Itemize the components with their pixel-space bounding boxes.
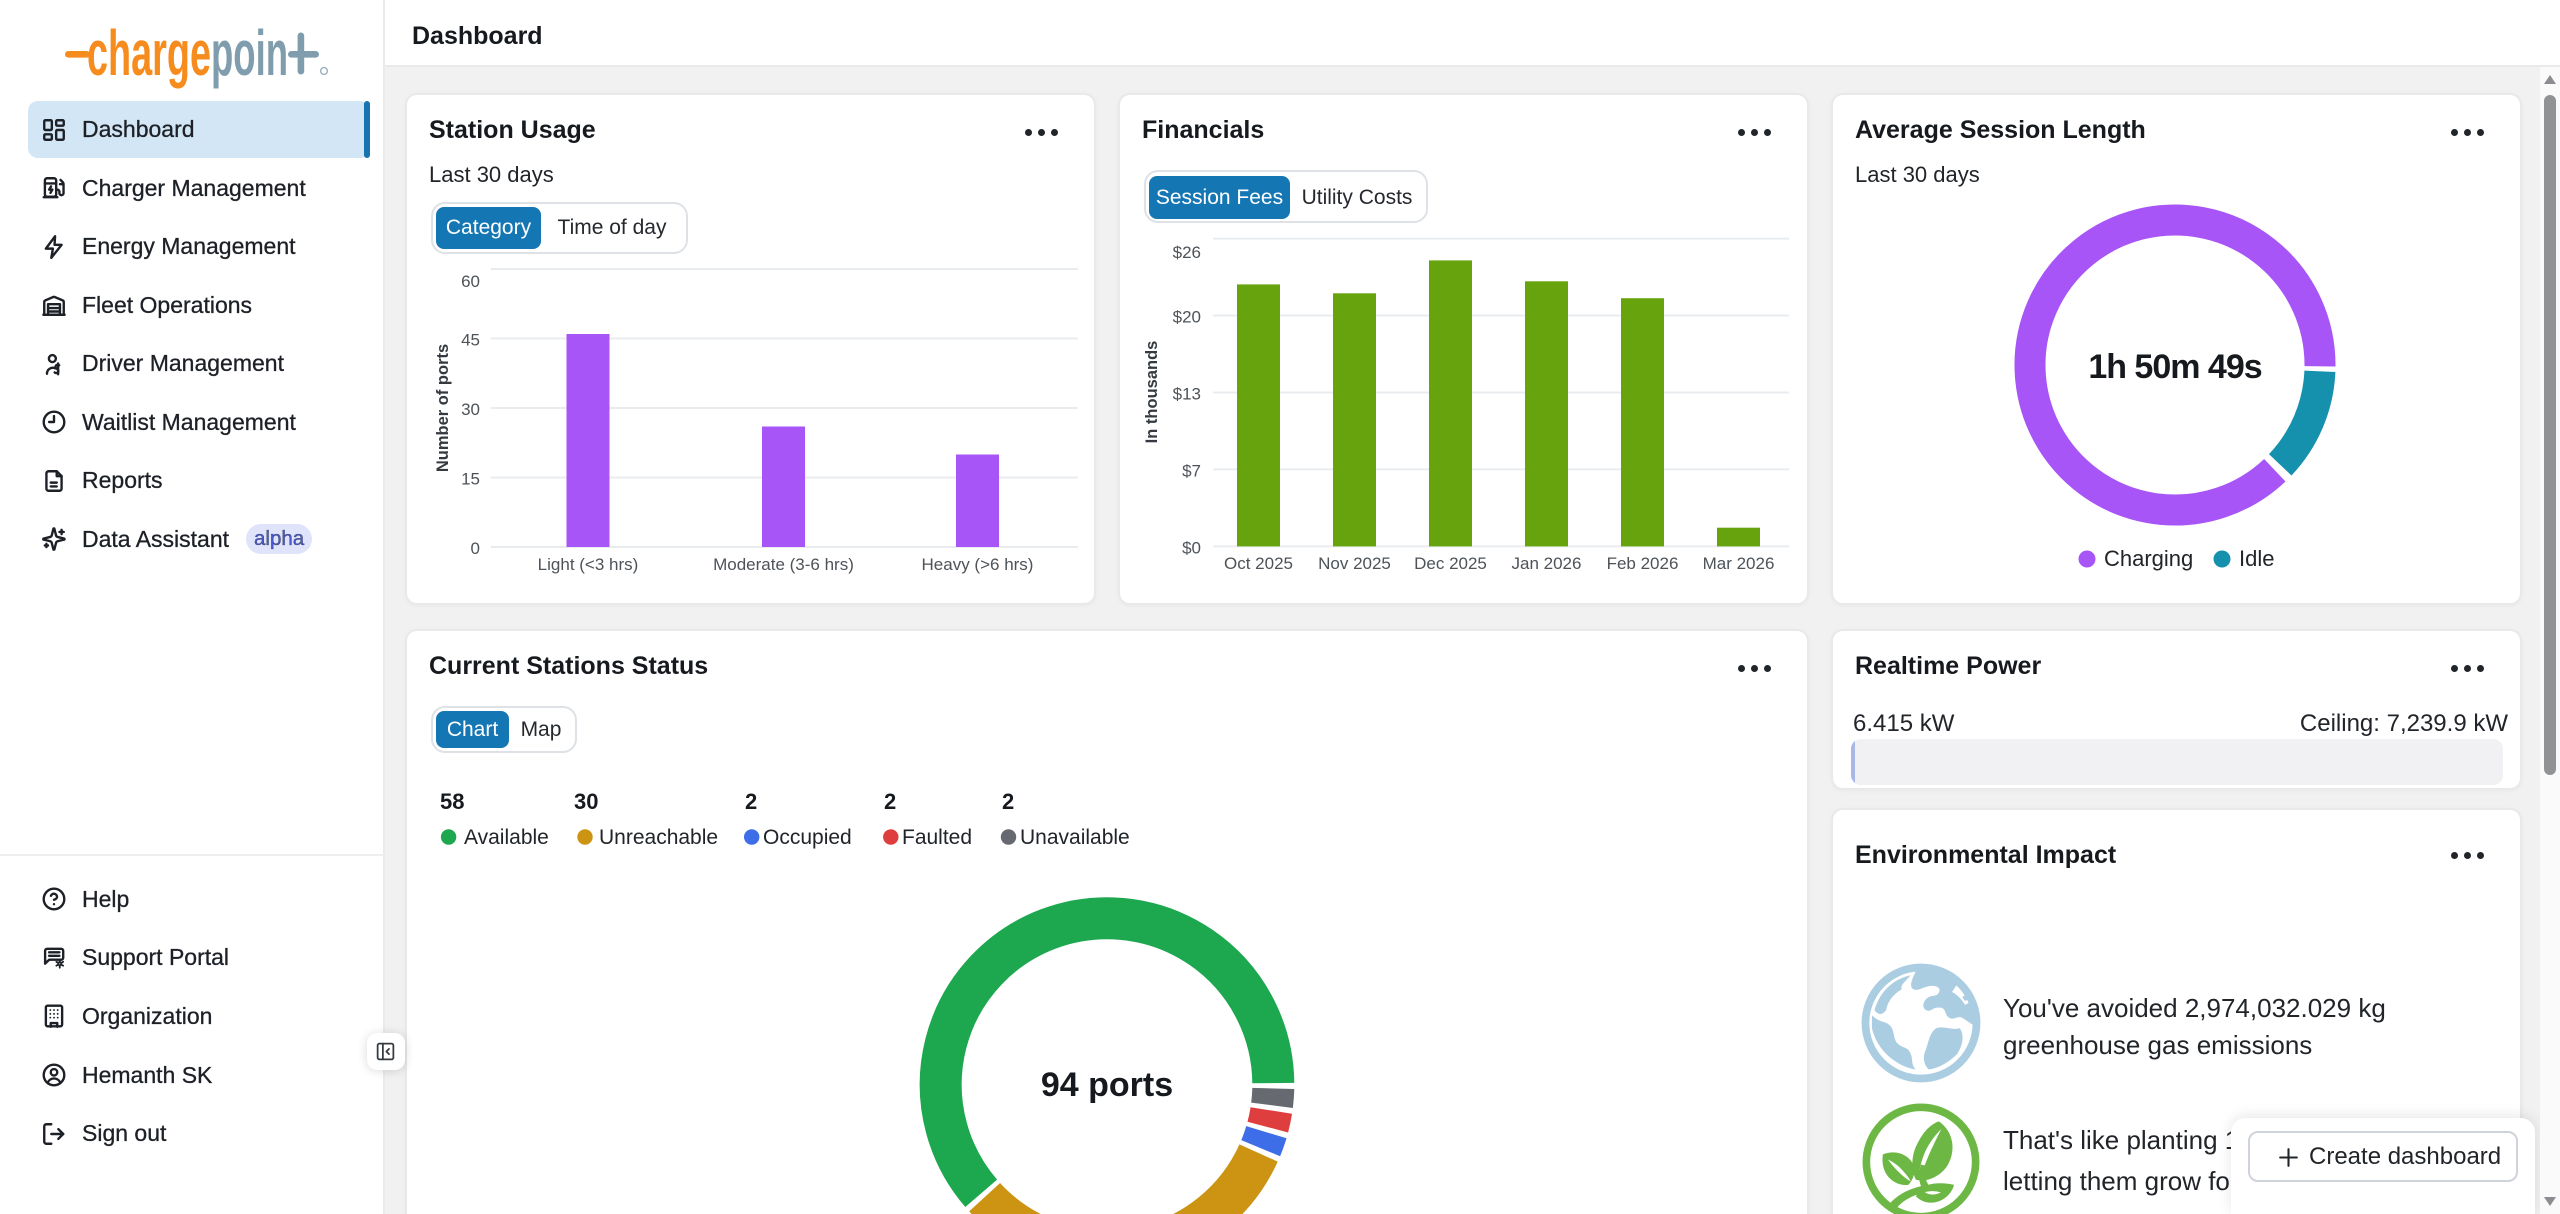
svg-text:Dec 2025: Dec 2025 [1414,554,1487,573]
svg-text:2: 2 [884,789,896,814]
svg-text:Available: Available [464,826,549,849]
svg-text:2: 2 [1002,789,1014,814]
svg-text:$20: $20 [1173,308,1201,327]
svg-text:In thousands: In thousands [1143,341,1161,444]
svg-text:45: 45 [461,331,480,350]
svg-text:94 ports: 94 ports [1041,1066,1173,1104]
svg-text:Idle: Idle [2239,546,2274,571]
svg-text:Occupied: Occupied [763,826,852,849]
svg-text:Feb 2026: Feb 2026 [1607,554,1679,573]
svg-text:Light (<3 hrs): Light (<3 hrs) [538,555,639,574]
svg-text:Heavy (>6 hrs): Heavy (>6 hrs) [922,555,1034,574]
svg-text:$13: $13 [1173,385,1201,404]
svg-text:$7: $7 [1182,461,1201,480]
svg-text:poin: poin [211,17,288,89]
svg-text:Jan 2026: Jan 2026 [1512,554,1582,573]
svg-text:Faulted: Faulted [902,826,972,849]
svg-text:Oct 2025: Oct 2025 [1224,554,1293,573]
svg-text:Mar 2026: Mar 2026 [1703,554,1775,573]
svg-text:Number of ports: Number of ports [434,344,452,472]
svg-text:$26: $26 [1173,243,1201,262]
svg-text:15: 15 [461,470,480,489]
svg-text:30: 30 [461,400,480,419]
svg-text:$0: $0 [1182,538,1201,557]
svg-text:0: 0 [471,539,480,558]
svg-text:60: 60 [461,272,480,291]
svg-text:58: 58 [440,789,464,814]
svg-text:1h 50m 49s: 1h 50m 49s [2088,348,2261,386]
svg-text:Unavailable: Unavailable [1020,826,1130,849]
svg-text:Moderate (3-6 hrs): Moderate (3-6 hrs) [713,555,854,574]
svg-text:2: 2 [745,789,757,814]
svg-text:charge: charge [87,17,211,89]
svg-text:Unreachable: Unreachable [599,826,718,849]
svg-text:30: 30 [574,789,598,814]
svg-text:Nov 2025: Nov 2025 [1318,554,1391,573]
svg-text:Charging: Charging [2104,546,2193,571]
